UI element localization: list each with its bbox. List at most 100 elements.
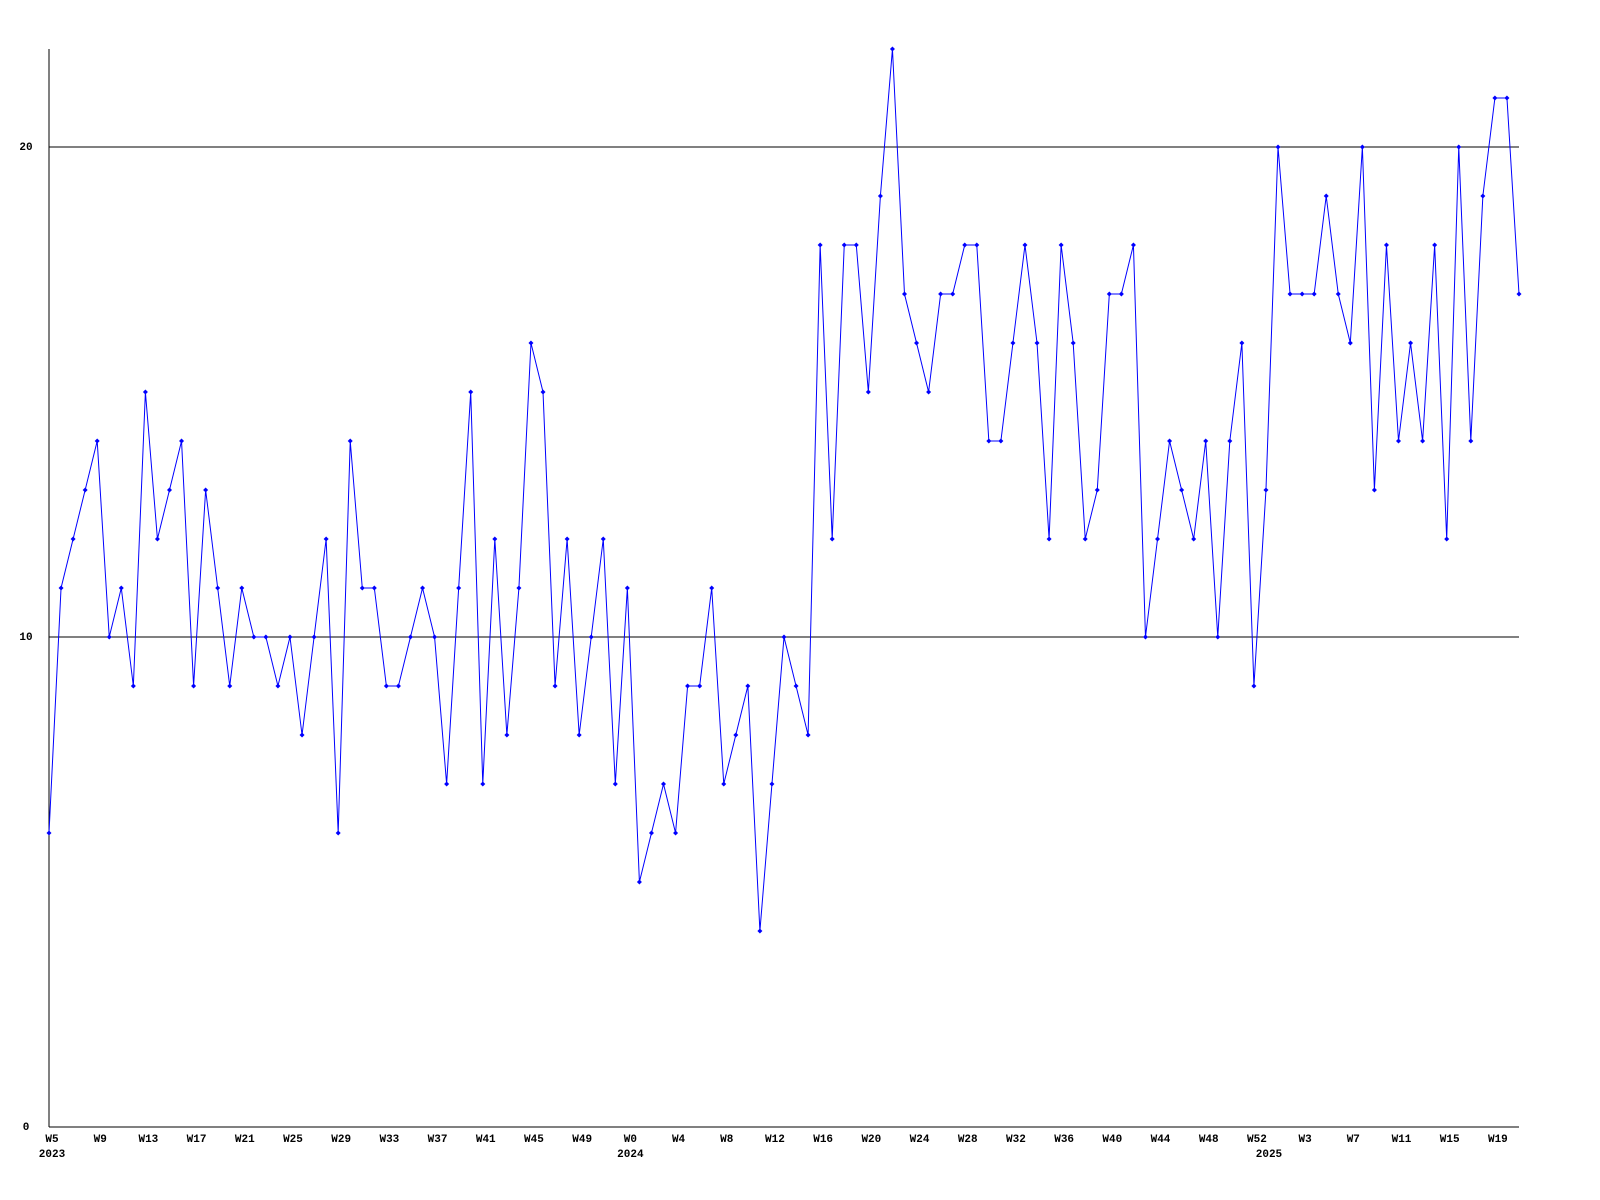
point [1383,242,1389,248]
point [1094,487,1100,493]
point [853,242,859,248]
point [901,291,907,297]
point [1167,438,1173,444]
x-tick-label: W44 [1151,1134,1171,1146]
point [673,830,679,836]
point [347,438,353,444]
point [636,879,642,885]
x-tick-label: W16 [813,1134,833,1146]
point [1034,340,1040,346]
point [1118,291,1124,297]
point [82,487,88,493]
point [70,536,76,542]
point [841,242,847,248]
x-tick-label: W19 [1488,1134,1508,1146]
x-tick-label: W5 [45,1134,59,1146]
x-tick-label: W4 [672,1134,686,1146]
x-tick-label: W0 [624,1134,637,1146]
line [48,48,1520,932]
point [1082,536,1088,542]
point [1311,291,1317,297]
y-tick-label: 0 [23,1122,30,1134]
point [395,683,401,689]
point [287,634,293,640]
point [1420,438,1426,444]
point [1275,144,1281,150]
x-tick-label: W11 [1392,1134,1412,1146]
x-tick-label: W3 [1299,1134,1313,1146]
point [1323,193,1329,199]
point [420,585,426,591]
point [1468,438,1474,444]
point [733,732,739,738]
x-tick-label: W33 [379,1134,399,1146]
point [492,536,498,542]
x-group-label: 2023 [39,1149,66,1161]
point [46,830,52,836]
point [721,781,727,787]
point [962,242,968,248]
point [468,389,474,395]
point [323,536,329,542]
point [1142,634,1148,640]
point [94,438,100,444]
x-group-label: 2025 [1256,1149,1283,1161]
point [106,634,112,640]
point [685,683,691,689]
x-tick-label: W29 [331,1134,351,1146]
x-tick-label: W40 [1102,1134,1122,1146]
point [239,585,245,591]
point [444,781,450,787]
x-tick-label: W21 [235,1134,255,1146]
point [998,438,1004,444]
point [203,487,209,493]
point [877,193,883,199]
point [1022,242,1028,248]
point [950,291,956,297]
point [1444,536,1450,542]
point [371,585,377,591]
point [528,340,534,346]
point [1516,291,1522,297]
x-tick-label: W52 [1247,1134,1267,1146]
point [938,291,944,297]
point [974,242,980,248]
point [311,634,317,640]
point [142,389,148,395]
point [215,585,221,591]
point [1287,291,1293,297]
point [1359,144,1365,150]
point [793,683,799,689]
point [564,536,570,542]
point [516,585,522,591]
point [552,683,558,689]
point [299,732,305,738]
point [1215,634,1221,640]
x-tick-label: W17 [187,1134,207,1146]
point [769,781,775,787]
point [335,830,341,836]
point [480,781,486,787]
point [1251,683,1257,689]
point [1456,144,1462,150]
point [179,438,185,444]
point [805,732,811,738]
x-tick-label: W7 [1347,1134,1360,1146]
point [540,389,546,395]
point [1335,291,1341,297]
point [58,585,64,591]
point [1408,340,1414,346]
point [889,46,895,52]
point [986,438,992,444]
point [130,683,136,689]
point [1299,291,1305,297]
point [1492,95,1498,101]
x-tick-label: W28 [958,1134,978,1146]
point [407,634,413,640]
point [166,487,172,493]
point [661,781,667,787]
x-tick-label: W48 [1199,1134,1219,1146]
point [1396,438,1402,444]
